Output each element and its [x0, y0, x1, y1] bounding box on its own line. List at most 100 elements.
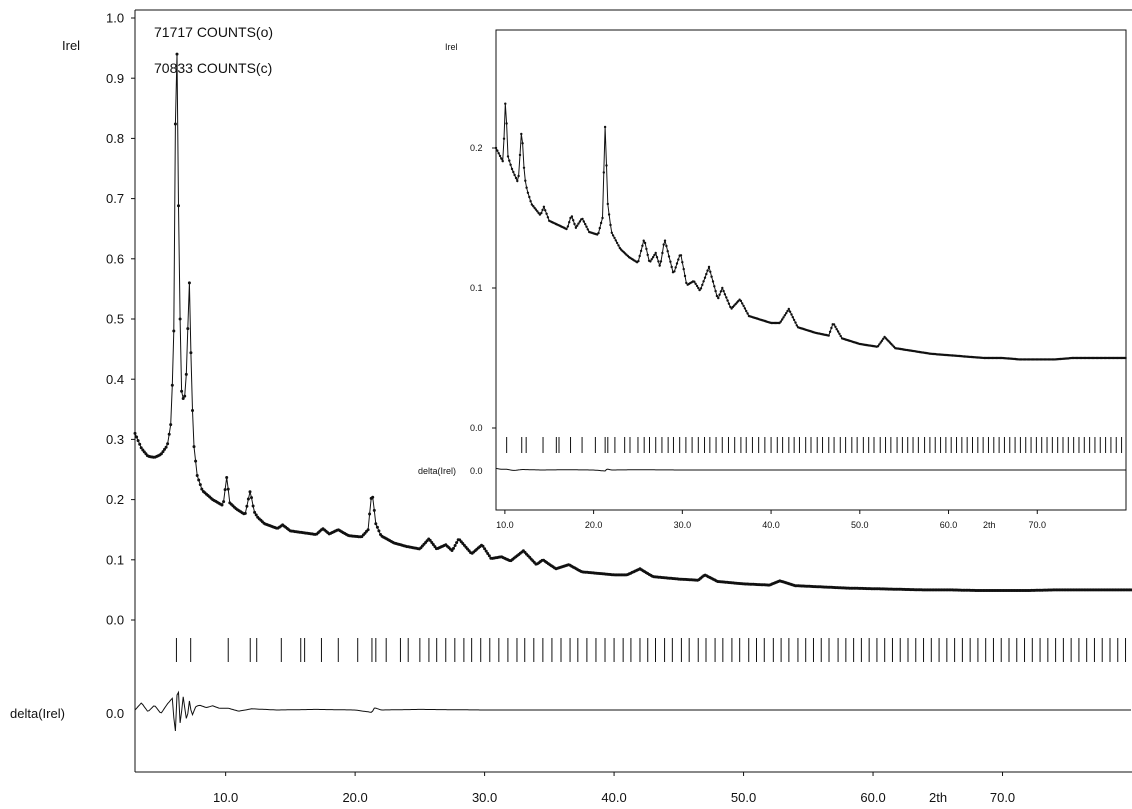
inset-observed-point [521, 142, 524, 145]
inset-observed-point [525, 186, 528, 189]
main-reflection-markers [175, 638, 1127, 662]
inset-observed-point [497, 152, 500, 155]
inset-observed-point [786, 309, 789, 313]
inset-observed-point [517, 174, 520, 178]
inset-observed-point [603, 125, 607, 129]
inset-observed-point [658, 264, 661, 267]
inset-observed-point [584, 222, 587, 226]
inset-observed-point [726, 299, 729, 302]
inset-observed-point [683, 274, 687, 278]
main-observed-point [195, 474, 199, 477]
main-observed-point [483, 547, 487, 551]
inset-observed-point [599, 221, 603, 225]
inset-y-tick-label: 0.1 [470, 283, 483, 293]
inset-x-tick-label: 10.0 [496, 520, 514, 530]
inset-observed-point [528, 195, 531, 199]
inset-observed-point [642, 239, 645, 242]
inset-observed-point [509, 163, 512, 166]
inset-observed-point [836, 330, 840, 333]
inset-observed-point [574, 226, 578, 229]
inset-observed-point [568, 221, 571, 224]
inset-observed-point [723, 293, 727, 296]
inset-observed-point [670, 265, 673, 269]
inset-observed-point [719, 290, 723, 293]
main-observed-point [197, 478, 201, 482]
inset-observed-point [538, 213, 542, 216]
main-observed-point [139, 446, 143, 450]
inset-observed-point [743, 307, 747, 310]
inset-observed-point [542, 205, 546, 208]
inset-observed-point [839, 334, 842, 338]
inset-observed-point [694, 282, 697, 285]
inset-x-tick-label: 50.0 [851, 520, 869, 530]
inset-observed-point [566, 225, 570, 228]
inset-observed-point [581, 217, 584, 221]
inset-observed-point [746, 312, 749, 315]
main-observed-point [198, 483, 202, 487]
inset-observed-point [718, 293, 721, 296]
main-difference-curve [134, 690, 1131, 732]
inset-observed-point [715, 294, 719, 298]
inset-observed-point [522, 166, 526, 169]
inset-observed-point [876, 345, 880, 348]
inset-delta-tick-label: 0.0 [470, 466, 483, 476]
inset-observed-point [733, 304, 736, 307]
inset-observed-point [534, 208, 538, 211]
inset-y-tick-label: 0.0 [470, 423, 483, 433]
inset-observed-point [717, 296, 720, 300]
inset-observed-point [714, 289, 717, 293]
main-x-tick-label: 10.0 [213, 790, 238, 805]
inset-observed-point [703, 276, 707, 279]
main-observed-point [220, 503, 224, 507]
main-delta-tick-label: 0.0 [106, 706, 124, 721]
main-observed-point [177, 204, 180, 208]
main-y-tick-label: 0.6 [106, 251, 124, 266]
main-observed-point [428, 538, 432, 542]
inset-observed-point [739, 299, 743, 303]
main-observed-point [253, 510, 257, 514]
inset-observed-point [667, 255, 671, 258]
inset-observed-point [791, 316, 794, 319]
main-observed-point [180, 389, 184, 393]
inset-observed-point [606, 202, 609, 206]
main-x-tick-label: 60.0 [860, 790, 885, 805]
inset-observed-point [721, 286, 724, 290]
inset-observed-point [611, 234, 615, 237]
main-y-tick-label: 0.4 [106, 372, 124, 387]
inset-observed-point [661, 251, 664, 255]
main-observed-point [248, 490, 252, 494]
inset-observed-point [597, 231, 600, 235]
inset-observed-point [649, 260, 652, 263]
inset-x-tick-label: 20.0 [585, 520, 603, 530]
main-y-axis-label: Irel [62, 38, 80, 53]
inset-observed-point [502, 137, 506, 140]
inset-observed-point [710, 275, 713, 278]
inset-difference-curve [495, 467, 1126, 472]
inset-observed-point [526, 191, 530, 194]
inset-observed-point [835, 328, 838, 331]
inset-observed-point [613, 236, 616, 240]
inset-observed-point [878, 343, 881, 346]
inset-observed-point [541, 208, 544, 212]
inset-observed-point [646, 253, 649, 257]
inset-observed-point [832, 323, 836, 326]
inset-observed-point [540, 211, 543, 215]
main-y-tick-label: 0.8 [106, 131, 124, 146]
main-observed-point [178, 317, 182, 321]
main-observed-point [223, 488, 227, 492]
inset-observed-point [498, 154, 502, 158]
main-observed-point [368, 512, 372, 516]
main-x-ticks: 10.0 20.0 30.0 40.0 50.0 60.0 70.0 [213, 772, 1015, 805]
main-x-tick-label: 40.0 [601, 790, 626, 805]
inset-observed-point [679, 254, 683, 257]
inset-x-ticks: 10.0 20.0 30.0 40.0 50.0 60.0 70.0 [496, 510, 1046, 530]
main-observed-point [191, 409, 194, 412]
main-observed-point [481, 544, 485, 548]
inset-observed-point [665, 244, 668, 248]
inset-x-axis-label: 2th [983, 520, 996, 530]
inset-observed-point [722, 289, 725, 293]
main-observed-point [450, 549, 454, 552]
main-observed-point [187, 281, 191, 285]
main-observed-point [183, 394, 187, 398]
